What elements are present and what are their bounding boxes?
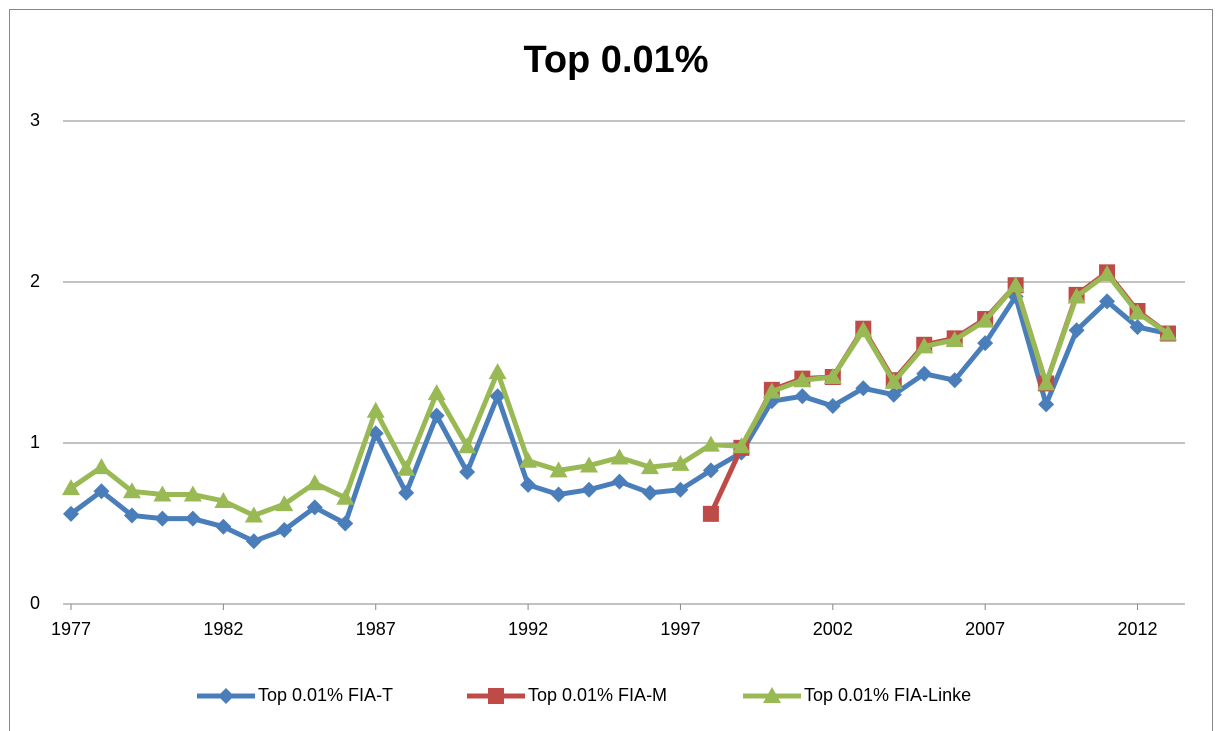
marker bbox=[488, 363, 507, 380]
marker bbox=[184, 510, 201, 527]
marker bbox=[366, 401, 385, 418]
legend-label: Top 0.01% FIA-Linke bbox=[804, 685, 971, 705]
marker bbox=[1159, 324, 1177, 341]
marker bbox=[549, 461, 568, 478]
marker bbox=[855, 380, 872, 397]
marker bbox=[153, 485, 172, 502]
marker bbox=[824, 397, 841, 414]
marker bbox=[245, 533, 262, 550]
marker bbox=[397, 459, 416, 476]
marker bbox=[428, 407, 445, 424]
y-tick-label: 2 bbox=[30, 271, 40, 291]
marker bbox=[884, 372, 903, 389]
marker bbox=[581, 481, 598, 498]
marker bbox=[398, 484, 415, 501]
marker bbox=[611, 473, 628, 490]
x-tick-label: 1982 bbox=[203, 619, 243, 639]
marker bbox=[1067, 287, 1086, 304]
marker bbox=[1068, 322, 1085, 339]
marker bbox=[580, 456, 599, 473]
marker bbox=[915, 337, 934, 354]
marker bbox=[244, 506, 263, 523]
marker bbox=[640, 458, 659, 475]
marker bbox=[1038, 396, 1055, 413]
marker bbox=[1006, 276, 1025, 293]
x-tick-label: 1977 bbox=[51, 619, 91, 639]
marker bbox=[336, 488, 355, 505]
marker bbox=[215, 518, 232, 535]
marker bbox=[275, 495, 294, 512]
marker bbox=[794, 388, 811, 405]
marker bbox=[459, 463, 476, 480]
marker bbox=[93, 483, 110, 500]
marker bbox=[641, 484, 658, 501]
y-tick-label: 0 bbox=[30, 593, 40, 613]
marker bbox=[276, 521, 293, 538]
marker bbox=[1129, 319, 1146, 336]
marker bbox=[123, 507, 140, 524]
y-tick-label: 1 bbox=[30, 432, 40, 452]
marker bbox=[183, 485, 202, 502]
marker bbox=[976, 311, 995, 328]
marker bbox=[306, 499, 323, 516]
x-tick-label: 2007 bbox=[965, 619, 1005, 639]
marker bbox=[489, 388, 506, 405]
chart-title: Top 0.01% bbox=[523, 39, 708, 81]
x-tick-label: 2002 bbox=[813, 619, 853, 639]
marker bbox=[945, 330, 964, 347]
marker bbox=[92, 458, 111, 475]
marker bbox=[1099, 293, 1116, 310]
legend-label: Top 0.01% FIA-M bbox=[528, 685, 667, 705]
marker bbox=[672, 481, 689, 498]
marker bbox=[214, 491, 233, 508]
marker bbox=[1128, 303, 1147, 320]
marker bbox=[701, 435, 720, 452]
marker bbox=[671, 454, 690, 471]
marker bbox=[63, 505, 79, 522]
y-tick-label: 3 bbox=[30, 110, 40, 130]
marker bbox=[702, 462, 719, 479]
marker bbox=[520, 476, 537, 493]
x-tick-label: 1997 bbox=[660, 619, 700, 639]
marker bbox=[1037, 374, 1056, 391]
marker bbox=[519, 451, 538, 468]
marker bbox=[154, 510, 171, 527]
x-tick-label: 1992 bbox=[508, 619, 548, 639]
marker bbox=[916, 365, 933, 382]
marker bbox=[946, 372, 963, 389]
marker bbox=[337, 515, 354, 532]
marker bbox=[1098, 264, 1117, 281]
marker bbox=[854, 321, 873, 338]
marker bbox=[823, 367, 842, 384]
x-tick-label: 2012 bbox=[1118, 619, 1158, 639]
marker bbox=[702, 505, 719, 522]
marker bbox=[458, 437, 477, 454]
marker bbox=[122, 482, 141, 499]
marker bbox=[550, 486, 567, 503]
legend-label: Top 0.01% FIA-T bbox=[258, 685, 393, 705]
marker bbox=[610, 448, 629, 465]
chart-frame bbox=[9, 9, 1213, 731]
marker bbox=[793, 371, 812, 388]
marker bbox=[427, 384, 446, 401]
x-tick-label: 1987 bbox=[356, 619, 396, 639]
marker bbox=[62, 479, 80, 496]
marker bbox=[732, 437, 751, 454]
marker bbox=[218, 688, 234, 704]
marker bbox=[885, 386, 902, 403]
marker bbox=[305, 474, 324, 491]
marker bbox=[977, 335, 994, 352]
marker bbox=[763, 687, 781, 703]
marker bbox=[762, 382, 781, 399]
marker bbox=[488, 688, 504, 704]
